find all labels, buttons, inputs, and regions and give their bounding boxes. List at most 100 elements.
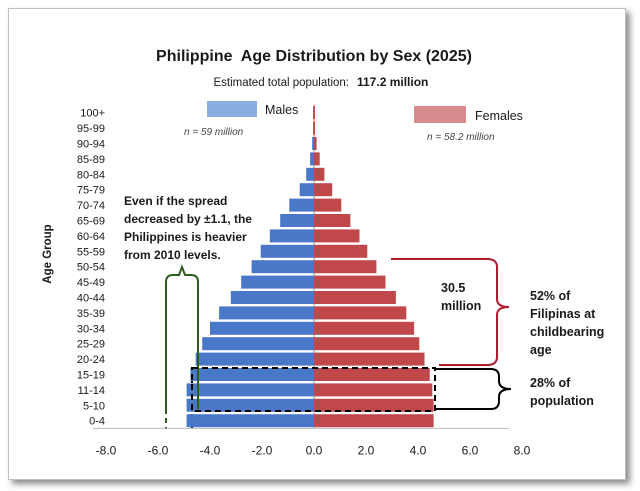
male-bar (310, 152, 314, 166)
female-bar (314, 383, 433, 397)
male-bar (313, 106, 314, 120)
male-bar (306, 167, 314, 181)
spread-annotation-line3: Philippines is heavier (124, 230, 247, 244)
age-group-label: 25-29 (77, 339, 105, 351)
female-bar (314, 398, 434, 412)
legend-male-swatch (207, 101, 257, 117)
female-bar (314, 121, 316, 135)
male-bar (312, 137, 314, 150)
age-group-label: 15-19 (77, 370, 105, 382)
male-bar (299, 183, 314, 197)
chart-subtitle-value: 117.2 million (357, 75, 428, 89)
female-bar (314, 275, 386, 289)
female-bar (314, 414, 434, 428)
x-tick-label: -8.0 (96, 443, 117, 457)
youth-annotation-line2: population (530, 394, 594, 408)
age-group-label: 40-44 (77, 293, 105, 305)
age-group-label: 75-79 (77, 185, 105, 197)
legend-female-swatch (414, 106, 466, 123)
bars-group (186, 106, 434, 428)
male-bar (241, 275, 314, 289)
age-group-label: 20-24 (77, 354, 105, 366)
male-bar (260, 244, 314, 258)
chart-title: Philippine Age Distribution by Sex (2025… (156, 48, 472, 65)
youth-annotation-line1: 28% of (530, 376, 571, 390)
female-bar (314, 229, 360, 243)
million-annotation-line2: million (441, 299, 481, 313)
x-tick-label: 0.0 (306, 443, 323, 457)
female-bar (314, 321, 415, 335)
female-count-note: n = 58.2 million (427, 132, 495, 143)
x-tick-label: 2.0 (358, 443, 375, 457)
chart-subtitle-label: Estimated total population: (213, 77, 349, 89)
male-bar (210, 321, 314, 335)
legend-female-label: Females (475, 109, 523, 123)
female-bar (314, 260, 377, 274)
x-tick-label: -4.0 (200, 443, 221, 457)
y-axis-label: Age Group (42, 224, 54, 283)
age-group-labels: 0-4 5-10 11-14 15-19 20-24 25-29 30-34 35-39 40-… (77, 108, 105, 428)
x-tick-label: -2.0 (252, 443, 273, 457)
youth-bracket (434, 368, 512, 410)
population-pyramid-chart: Philippine Age Distribution by Sex (2025… (42, 48, 604, 457)
female-bar (314, 152, 320, 166)
male-bar (186, 414, 314, 428)
male-bar (202, 337, 314, 351)
female-bar (314, 198, 342, 212)
age-group-label: 100+ (80, 108, 105, 120)
male-bar (280, 214, 314, 227)
age-group-label: 65-69 (77, 216, 105, 228)
legend-male-label: Males (265, 103, 298, 117)
spread-bracket (165, 264, 199, 409)
male-bar (190, 368, 314, 381)
youth-dashed-box (191, 367, 436, 412)
age-group-label: 50-54 (77, 262, 105, 274)
spread-annotation-line2: decreased by ±1.1, the (124, 212, 252, 226)
age-group-label: 60-64 (77, 231, 105, 243)
childbearing-bracket (391, 258, 510, 366)
age-group-label: 70-74 (77, 200, 105, 212)
age-group-label: 90-94 (77, 139, 105, 151)
female-bar (314, 214, 351, 227)
male-bar (230, 291, 314, 304)
female-bar (314, 106, 315, 120)
age-group-label: 30-34 (77, 323, 105, 335)
age-group-label: 45-49 (77, 277, 105, 289)
female-bar (314, 352, 425, 366)
x-tick-label: 6.0 (462, 443, 479, 457)
childbearing-annotation-line1: 52% of (530, 289, 571, 303)
age-group-label: 11-14 (78, 385, 105, 397)
age-group-label: 55-59 (77, 246, 105, 258)
chart-frame: Philippine Age Distribution by Sex (2025… (8, 8, 626, 480)
male-count-note: n = 59 million (184, 127, 244, 138)
age-group-label: 35-39 (77, 308, 105, 320)
childbearing-annotation-line2: Filipinas at (530, 307, 596, 321)
male-bar (269, 229, 314, 243)
female-bar (314, 137, 317, 150)
female-bar (314, 337, 420, 351)
female-bar (314, 244, 368, 258)
male-bar (186, 398, 314, 412)
million-annotation-line1: 30.5 (441, 281, 465, 295)
childbearing-annotation-line4: age (530, 343, 552, 357)
x-tick-label: 4.0 (410, 443, 427, 457)
male-bar (195, 352, 314, 366)
spread-annotation-line4: from 2010 levels. (124, 248, 221, 262)
female-bar (314, 291, 396, 304)
male-bar (251, 260, 314, 274)
male-bar (186, 383, 314, 397)
female-bar (314, 368, 430, 381)
male-bar (289, 198, 314, 212)
childbearing-annotation-line3: childbearing (530, 325, 604, 339)
spread-annotation-line1: Even if the spread (124, 194, 227, 208)
male-bar (313, 121, 314, 135)
female-bar (314, 167, 325, 181)
x-tick-label: 8.0 (514, 443, 531, 457)
age-group-label: 85-89 (77, 154, 105, 166)
female-bar (314, 183, 333, 197)
female-bar (314, 306, 407, 320)
age-group-label: 5-10 (83, 400, 105, 412)
age-group-label: 95-99 (77, 123, 105, 135)
x-tick-labels: -8.0 -6.0 -4.0 -2.0 0.0 2.0 4.0 6.0 8.0 (96, 443, 531, 457)
age-group-label: 80-84 (77, 169, 105, 181)
